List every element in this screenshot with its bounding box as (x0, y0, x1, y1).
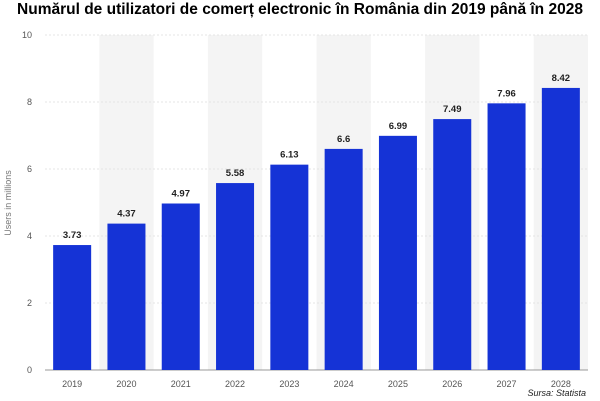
data-labels: 3.73 4.37 4.97 5.58 6.13 6.6 6.99 7.49 7.96 8.42 (63, 73, 570, 241)
source-note: Sursa: Statista (527, 388, 586, 398)
data-label: 6.13 (280, 150, 299, 161)
bars (53, 87, 580, 371)
x-tick-label: 2021 (171, 379, 191, 389)
data-label: 5.58 (226, 168, 245, 179)
x-tick-label: 2022 (225, 379, 245, 389)
data-label: 6.99 (389, 121, 408, 132)
data-label: 6.6 (337, 134, 350, 145)
y-tick-label: 10 (22, 30, 32, 40)
x-axis-tick-labels: 2019 2020 2021 2022 2023 2024 2025 2026 2027 2028 (62, 379, 571, 389)
data-label: 4.97 (172, 189, 191, 200)
y-tick-label: 6 (27, 164, 32, 174)
bar (53, 245, 92, 370)
y-tick-label: 2 (27, 298, 32, 308)
y-axis-title: Users in millions (3, 170, 13, 236)
bar (270, 164, 309, 370)
data-label: 4.37 (117, 209, 136, 220)
x-tick-label: 2019 (62, 379, 82, 389)
x-tick-label: 2027 (497, 379, 517, 389)
bar (541, 87, 580, 371)
x-tick-label: 2023 (279, 379, 299, 389)
x-tick-label: 2026 (442, 379, 462, 389)
bar (107, 223, 146, 370)
bar (378, 135, 417, 370)
x-tick-label: 2025 (388, 379, 408, 389)
bar (216, 183, 255, 370)
y-tick-label: 8 (27, 97, 32, 107)
bar (161, 203, 200, 370)
bar (324, 148, 363, 370)
y-tick-label: 4 (27, 231, 32, 241)
bar (433, 119, 472, 371)
data-label: 7.49 (443, 104, 462, 115)
data-label: 8.42 (552, 73, 571, 84)
y-axis-tick-labels: 0 2 4 6 8 10 (22, 30, 32, 375)
y-tick-label: 0 (27, 365, 32, 375)
bar (487, 103, 526, 370)
x-tick-label: 2024 (334, 379, 354, 389)
x-tick-label: 2020 (116, 379, 136, 389)
data-label: 3.73 (63, 230, 82, 241)
x-tick-label: 2028 (551, 379, 571, 389)
data-label: 7.96 (497, 88, 516, 99)
chart-title: Numărul de utilizatori de comerț electro… (17, 1, 583, 18)
